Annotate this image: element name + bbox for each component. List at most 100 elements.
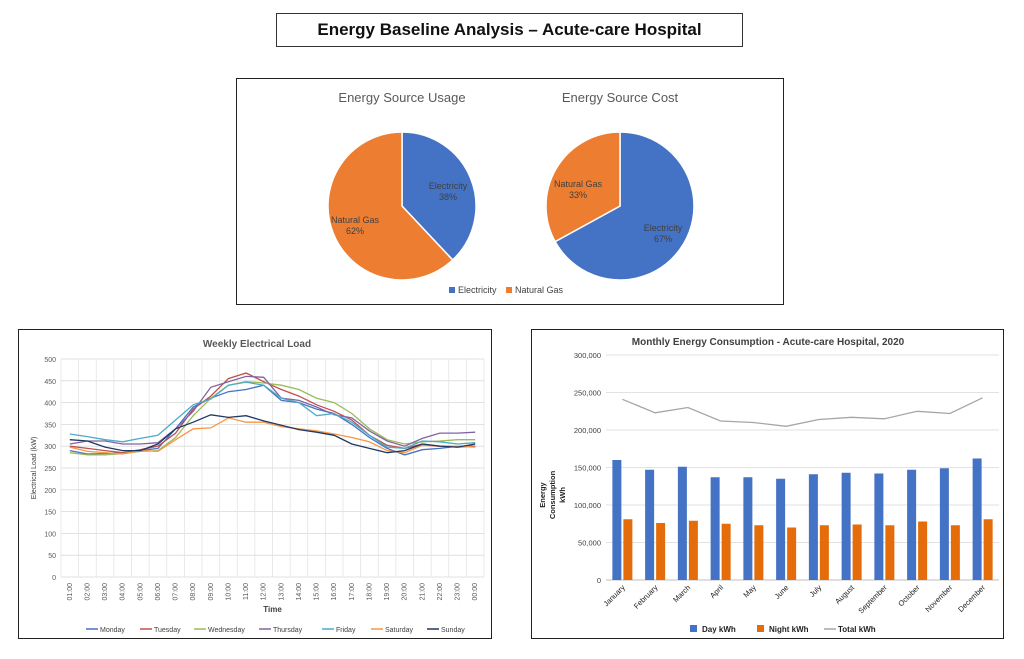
pie-slice-energy-source-cost-natural-gas bbox=[545, 131, 621, 243]
bar-day-december bbox=[972, 458, 982, 580]
y-tick-label: 350 bbox=[44, 422, 56, 429]
pie-value-label: 38% bbox=[439, 192, 457, 202]
legend-label-electricity: Electricity bbox=[458, 285, 497, 295]
legend-label-day-kwh: Day kWh bbox=[702, 625, 736, 634]
bar-day-january bbox=[612, 460, 622, 580]
legend-swatch-day-kwh bbox=[690, 625, 697, 632]
y-axis-title-line: kWh bbox=[558, 487, 567, 503]
pie-label-natural-gas: Natural Gas bbox=[554, 179, 603, 189]
legend-label-sunday: Sunday bbox=[441, 627, 465, 634]
x-tick-label: 09:00 bbox=[208, 583, 215, 601]
y-tick-label: 100,000 bbox=[574, 501, 601, 510]
y-tick-label: 300 bbox=[44, 444, 56, 451]
legend-swatch-electricity bbox=[449, 287, 455, 293]
line-chart-title: Weekly Electrical Load bbox=[203, 339, 311, 350]
x-tick-label: 12:00 bbox=[261, 583, 268, 601]
y-tick-label: 200 bbox=[44, 488, 56, 495]
weekly-load-chart: Weekly Electrical Load 0 50 100 150 200 250 300… bbox=[31, 339, 485, 634]
x-tick-label: 19:00 bbox=[384, 583, 391, 601]
bar-night-august bbox=[852, 524, 862, 580]
y-tick-label: 150,000 bbox=[574, 464, 601, 473]
series-line-total-kwh bbox=[622, 397, 983, 427]
monthly-consumption-chart-panel: Monthly Energy Consumption - Acute-care … bbox=[531, 329, 1004, 639]
y-tick-label: 450 bbox=[44, 379, 56, 386]
y-tick-label: 100 bbox=[44, 531, 56, 538]
bar-day-november bbox=[939, 468, 949, 580]
monthly-consumption-chart: Monthly Energy Consumption - Acute-care … bbox=[538, 337, 999, 634]
x-tick-label: 17:00 bbox=[349, 583, 356, 601]
bar-day-april bbox=[710, 477, 720, 580]
bar-chart-title: Monthly Energy Consumption - Acute-care … bbox=[632, 337, 905, 348]
x-tick-label: 05:00 bbox=[137, 583, 144, 601]
bar-night-june bbox=[787, 527, 797, 580]
x-tick-label-october: October bbox=[896, 583, 922, 609]
x-tick-label: 16:00 bbox=[331, 583, 338, 601]
legend-label-saturday: Saturday bbox=[385, 627, 414, 634]
x-tick-label: 20:00 bbox=[402, 583, 409, 601]
weekly-load-chart-panel: Weekly Electrical Load 0 50 100 150 200 250 300… bbox=[18, 329, 492, 639]
x-tick-label: 04:00 bbox=[120, 583, 127, 601]
legend-label-thursday: Thursday bbox=[273, 627, 303, 634]
x-tick-label-may: May bbox=[741, 583, 758, 600]
pie-value-label: 33% bbox=[569, 190, 587, 200]
bar-night-november bbox=[950, 525, 960, 580]
pie-slice-energy-source-cost-electricity bbox=[554, 131, 695, 281]
x-tick-label: 10:00 bbox=[225, 583, 232, 601]
bar-night-september bbox=[885, 525, 895, 580]
legend-label-total-kwh: Total kWh bbox=[838, 625, 876, 634]
pie-label-electricity: Electricity bbox=[429, 181, 468, 191]
bar-night-february bbox=[656, 523, 666, 580]
x-tick-label-june: June bbox=[773, 583, 791, 601]
energy-pie-charts-panel: Energy Source Usage Electricity 38% Natural… bbox=[236, 78, 784, 305]
y-tick-label: 50 bbox=[48, 553, 56, 560]
legend-label-friday: Friday bbox=[336, 627, 356, 634]
pie-slice-energy-source-usage-electricity bbox=[401, 131, 477, 262]
pie-title-energy-source-cost: Energy Source Cost bbox=[562, 90, 679, 105]
x-tick-label-april: April bbox=[708, 583, 725, 600]
y-axis-title-line: Consumption bbox=[548, 470, 557, 519]
bar-night-july bbox=[819, 525, 829, 580]
legend-label-monday: Monday bbox=[100, 627, 125, 634]
y-tick-label: 300,000 bbox=[574, 351, 601, 360]
bar-night-april bbox=[721, 523, 731, 580]
x-tick-label-march: March bbox=[671, 583, 692, 604]
x-tick-label: 21:00 bbox=[419, 583, 426, 601]
bar-day-february bbox=[645, 469, 655, 580]
x-tick-label: 08:00 bbox=[190, 583, 197, 601]
x-tick-label-july: July bbox=[807, 583, 823, 599]
bar-night-december bbox=[983, 519, 993, 580]
x-tick-label: 00:00 bbox=[472, 583, 479, 601]
series-line-sunday bbox=[69, 414, 476, 454]
y-axis-title-line: Energy bbox=[538, 481, 547, 507]
x-axis-title: Time bbox=[263, 605, 282, 614]
bar-night-january bbox=[623, 519, 633, 580]
x-tick-label: 23:00 bbox=[455, 583, 462, 601]
y-tick-label: 150 bbox=[44, 510, 56, 517]
x-tick-label: 14:00 bbox=[296, 583, 303, 601]
y-tick-label: 0 bbox=[597, 576, 601, 585]
pie-label-electricity: Electricity bbox=[644, 223, 683, 233]
page-title: Energy Baseline Analysis – Acute-care Ho… bbox=[317, 20, 702, 39]
x-tick-label: 11:00 bbox=[243, 583, 250, 600]
x-tick-label: 22:00 bbox=[437, 583, 444, 601]
legend-label-night-kwh: Night kWh bbox=[769, 625, 809, 634]
pie-title-energy-source-usage: Energy Source Usage bbox=[338, 90, 465, 105]
y-tick-label: 400 bbox=[44, 401, 56, 408]
legend-label-natural-gas: Natural Gas bbox=[515, 285, 564, 295]
pie-value-label: 67% bbox=[654, 234, 672, 244]
x-tick-label: 15:00 bbox=[314, 583, 321, 601]
bar-night-march bbox=[688, 520, 698, 580]
bar-day-june bbox=[776, 478, 786, 580]
x-tick-label-january: January bbox=[602, 583, 627, 608]
x-tick-label: 07:00 bbox=[173, 583, 180, 601]
pie-label-natural-gas: Natural Gas bbox=[331, 215, 380, 225]
page-title-box: Energy Baseline Analysis – Acute-care Ho… bbox=[276, 13, 743, 47]
x-tick-label: 18:00 bbox=[366, 583, 373, 601]
x-tick-label: 13:00 bbox=[278, 583, 285, 601]
x-tick-label-december: December bbox=[956, 583, 987, 614]
bar-day-july bbox=[808, 474, 818, 580]
bar-day-october bbox=[907, 469, 917, 580]
y-tick-label: 50,000 bbox=[578, 539, 601, 548]
y-tick-label: 0 bbox=[52, 575, 56, 582]
series-line-friday bbox=[69, 381, 476, 450]
